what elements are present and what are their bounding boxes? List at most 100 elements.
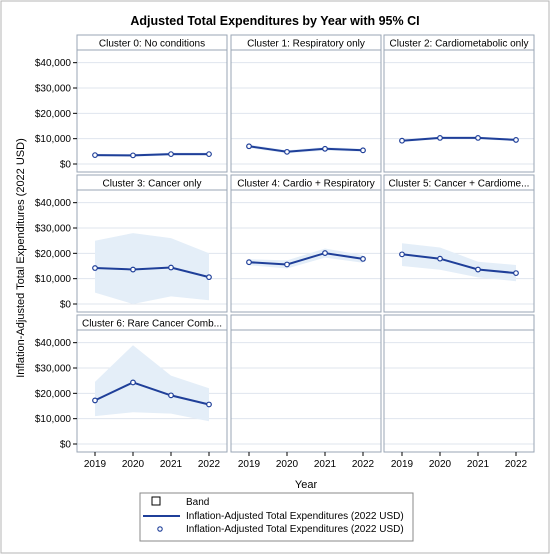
panel-3: Cluster 3: Cancer only bbox=[76, 174, 228, 313]
panel-header bbox=[230, 314, 382, 331]
y-tick-label: $40,000 bbox=[35, 58, 72, 69]
x-tick-label: 2019 bbox=[84, 459, 107, 470]
series-line bbox=[401, 136, 517, 142]
x-tick-label: 2022 bbox=[198, 459, 221, 470]
x-tick-label: 2020 bbox=[429, 459, 452, 470]
panel-8 bbox=[383, 314, 535, 453]
panel-4: Cluster 4: Cardio + Respiratory bbox=[230, 174, 382, 313]
x-tick-label: 2019 bbox=[391, 459, 414, 470]
y-tick-label: $0 bbox=[60, 440, 72, 451]
series-line bbox=[248, 145, 364, 153]
x-axis: 2019 2020 2021 2022 2019 2020 2021 2022 2019 2020… bbox=[84, 452, 528, 470]
y-axis: $0 $10,000 $20,000 $30,000 $40,000 $0 $10,000 $… bbox=[35, 58, 77, 451]
data-point bbox=[168, 151, 174, 158]
data-point bbox=[246, 259, 252, 266]
y-tick-label: $10,000 bbox=[35, 274, 72, 285]
data-point bbox=[399, 251, 405, 258]
panel-title: Cluster 1: Respiratory only bbox=[247, 39, 365, 50]
panel-1: Cluster 1: Respiratory only bbox=[230, 34, 382, 173]
data-point bbox=[513, 270, 519, 276]
panel-frame bbox=[230, 34, 382, 173]
panel-6: Cluster 6: Rare Cancer Comb... bbox=[76, 314, 228, 453]
x-tick-label: 2021 bbox=[160, 459, 183, 470]
legend-marker-label: Inflation-Adjusted Total Expenditures (2… bbox=[186, 524, 404, 535]
data-point bbox=[130, 379, 136, 386]
data-point bbox=[206, 401, 212, 408]
panel-frame bbox=[76, 314, 228, 453]
data-point bbox=[399, 137, 405, 144]
legend-marker-swatch bbox=[157, 526, 163, 532]
x-tick-label: 2019 bbox=[238, 459, 261, 470]
y-tick-label: $30,000 bbox=[35, 364, 72, 375]
x-axis-label: Year bbox=[295, 479, 318, 491]
x-tick-label: 2022 bbox=[352, 459, 375, 470]
panel-title: Cluster 6: Rare Cancer Comb... bbox=[82, 319, 222, 330]
y-tick-label: $20,000 bbox=[35, 249, 72, 260]
x-tick-label: 2020 bbox=[122, 459, 145, 470]
panel-title: Cluster 2: Cardiometabolic only bbox=[390, 39, 529, 50]
legend-band-label: Band bbox=[186, 497, 209, 508]
data-point bbox=[284, 261, 290, 268]
y-tick-label: $30,000 bbox=[35, 224, 72, 235]
ci-band bbox=[95, 345, 209, 422]
panel-5: Cluster 5: Cancer + Cardiome... bbox=[383, 174, 535, 313]
data-point bbox=[322, 145, 328, 152]
series-line bbox=[94, 266, 210, 279]
panel-title: Cluster 5: Cancer + Cardiome... bbox=[389, 179, 530, 190]
y-tick-label: $20,000 bbox=[35, 389, 72, 400]
data-point bbox=[475, 135, 481, 141]
data-point bbox=[360, 256, 366, 262]
data-point bbox=[206, 274, 212, 281]
data-point bbox=[284, 148, 290, 155]
legend-band-swatch bbox=[151, 496, 161, 506]
panel-frame bbox=[383, 314, 535, 453]
data-point bbox=[130, 152, 136, 159]
x-tick-label: 2021 bbox=[314, 459, 337, 470]
y-tick-label: $20,000 bbox=[35, 109, 72, 120]
panel-0: Cluster 0: No conditions bbox=[76, 34, 228, 173]
panel-frame bbox=[383, 34, 535, 173]
x-tick-label: 2022 bbox=[505, 459, 528, 470]
panel-frame bbox=[76, 34, 228, 173]
data-point bbox=[168, 264, 174, 271]
y-tick-label: $10,000 bbox=[35, 134, 72, 145]
data-point bbox=[92, 265, 98, 271]
y-tick-label: $40,000 bbox=[35, 198, 72, 209]
data-point bbox=[206, 151, 212, 158]
y-tick-label: $0 bbox=[60, 160, 72, 171]
panel-title: Cluster 3: Cancer only bbox=[103, 179, 202, 190]
y-tick-label: $40,000 bbox=[35, 338, 72, 349]
panel-frame bbox=[230, 174, 382, 313]
chart-title: Adjusted Total Expenditures by Year with… bbox=[130, 14, 419, 28]
x-tick-label: 2020 bbox=[276, 459, 299, 470]
data-point bbox=[322, 250, 328, 256]
panel-7 bbox=[230, 314, 382, 453]
y-tick-label: $30,000 bbox=[35, 84, 72, 95]
legend-frame bbox=[139, 492, 414, 542]
series-line bbox=[94, 153, 209, 157]
panel-title: Cluster 4: Cardio + Respiratory bbox=[237, 179, 375, 190]
panel-grid: Cluster 0: No conditions Cluster 1: Respi… bbox=[76, 34, 535, 453]
panel-2: Cluster 2: Cardiometabolic only bbox=[383, 34, 535, 173]
data-point bbox=[437, 135, 443, 141]
legend: Band Inflation-Adjusted Total Expenditur… bbox=[139, 492, 414, 542]
series-line bbox=[248, 252, 364, 266]
data-point bbox=[130, 266, 136, 273]
series-line bbox=[94, 381, 210, 406]
series-line bbox=[401, 253, 517, 275]
panel-frame bbox=[230, 314, 382, 453]
data-point bbox=[92, 152, 98, 159]
ci-band bbox=[402, 243, 516, 282]
y-axis-label: Inflation-Adjusted Total Expenditures (2… bbox=[15, 138, 27, 378]
data-point bbox=[246, 143, 252, 150]
data-point bbox=[475, 266, 481, 273]
data-point bbox=[92, 397, 98, 404]
data-point bbox=[437, 255, 443, 262]
data-point bbox=[168, 392, 174, 399]
x-tick-label: 2021 bbox=[467, 459, 490, 470]
data-point bbox=[513, 137, 519, 143]
y-tick-label: $0 bbox=[60, 300, 72, 311]
y-tick-label: $10,000 bbox=[35, 414, 72, 425]
